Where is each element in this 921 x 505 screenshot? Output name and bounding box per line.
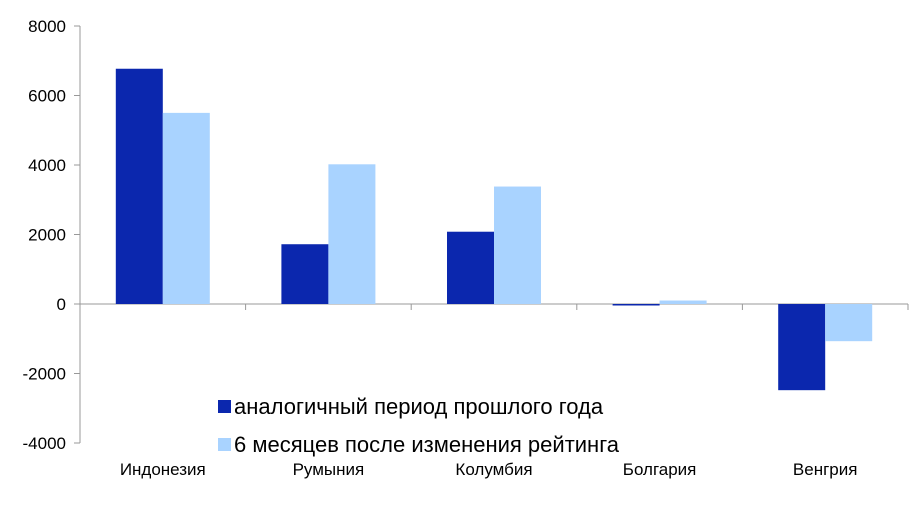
- x-category-label: Румыния: [293, 460, 365, 479]
- y-tick-label: 0: [57, 295, 66, 314]
- bar-2: [162, 112, 210, 304]
- bar-1: [447, 231, 494, 304]
- bar-1: [778, 304, 826, 391]
- y-tick-label: -2000: [23, 365, 66, 384]
- bar-1: [612, 304, 660, 306]
- bar-2: [659, 300, 707, 304]
- y-tick-label: 6000: [28, 87, 66, 106]
- x-category-label: Индонезия: [120, 460, 206, 479]
- bar-2: [328, 164, 376, 304]
- bar-1: [281, 244, 329, 304]
- x-category-label: Болгария: [623, 460, 697, 479]
- y-tick-label: -4000: [23, 434, 66, 453]
- legend-label: аналогичный период прошлого года: [234, 394, 604, 419]
- x-category-label: Венгрия: [793, 460, 858, 479]
- legend: аналогичный период прошлого года 6 месяце…: [218, 394, 620, 457]
- bars: [115, 68, 873, 391]
- legend-swatch: [218, 400, 231, 413]
- bar-1: [115, 68, 163, 305]
- y-tick-label: 8000: [28, 17, 66, 36]
- x-category-label: Колумбия: [455, 460, 532, 479]
- y-axis: 8000 6000 4000 2000 0 -2000 -4000: [23, 17, 81, 453]
- bar-2: [825, 304, 873, 342]
- y-tick-label: 4000: [28, 156, 66, 175]
- legend-swatch: [218, 438, 231, 451]
- bar-2: [494, 186, 541, 304]
- legend-label: 6 месяцев после изменения рейтинга: [234, 432, 620, 457]
- y-tick-label: 2000: [28, 226, 66, 245]
